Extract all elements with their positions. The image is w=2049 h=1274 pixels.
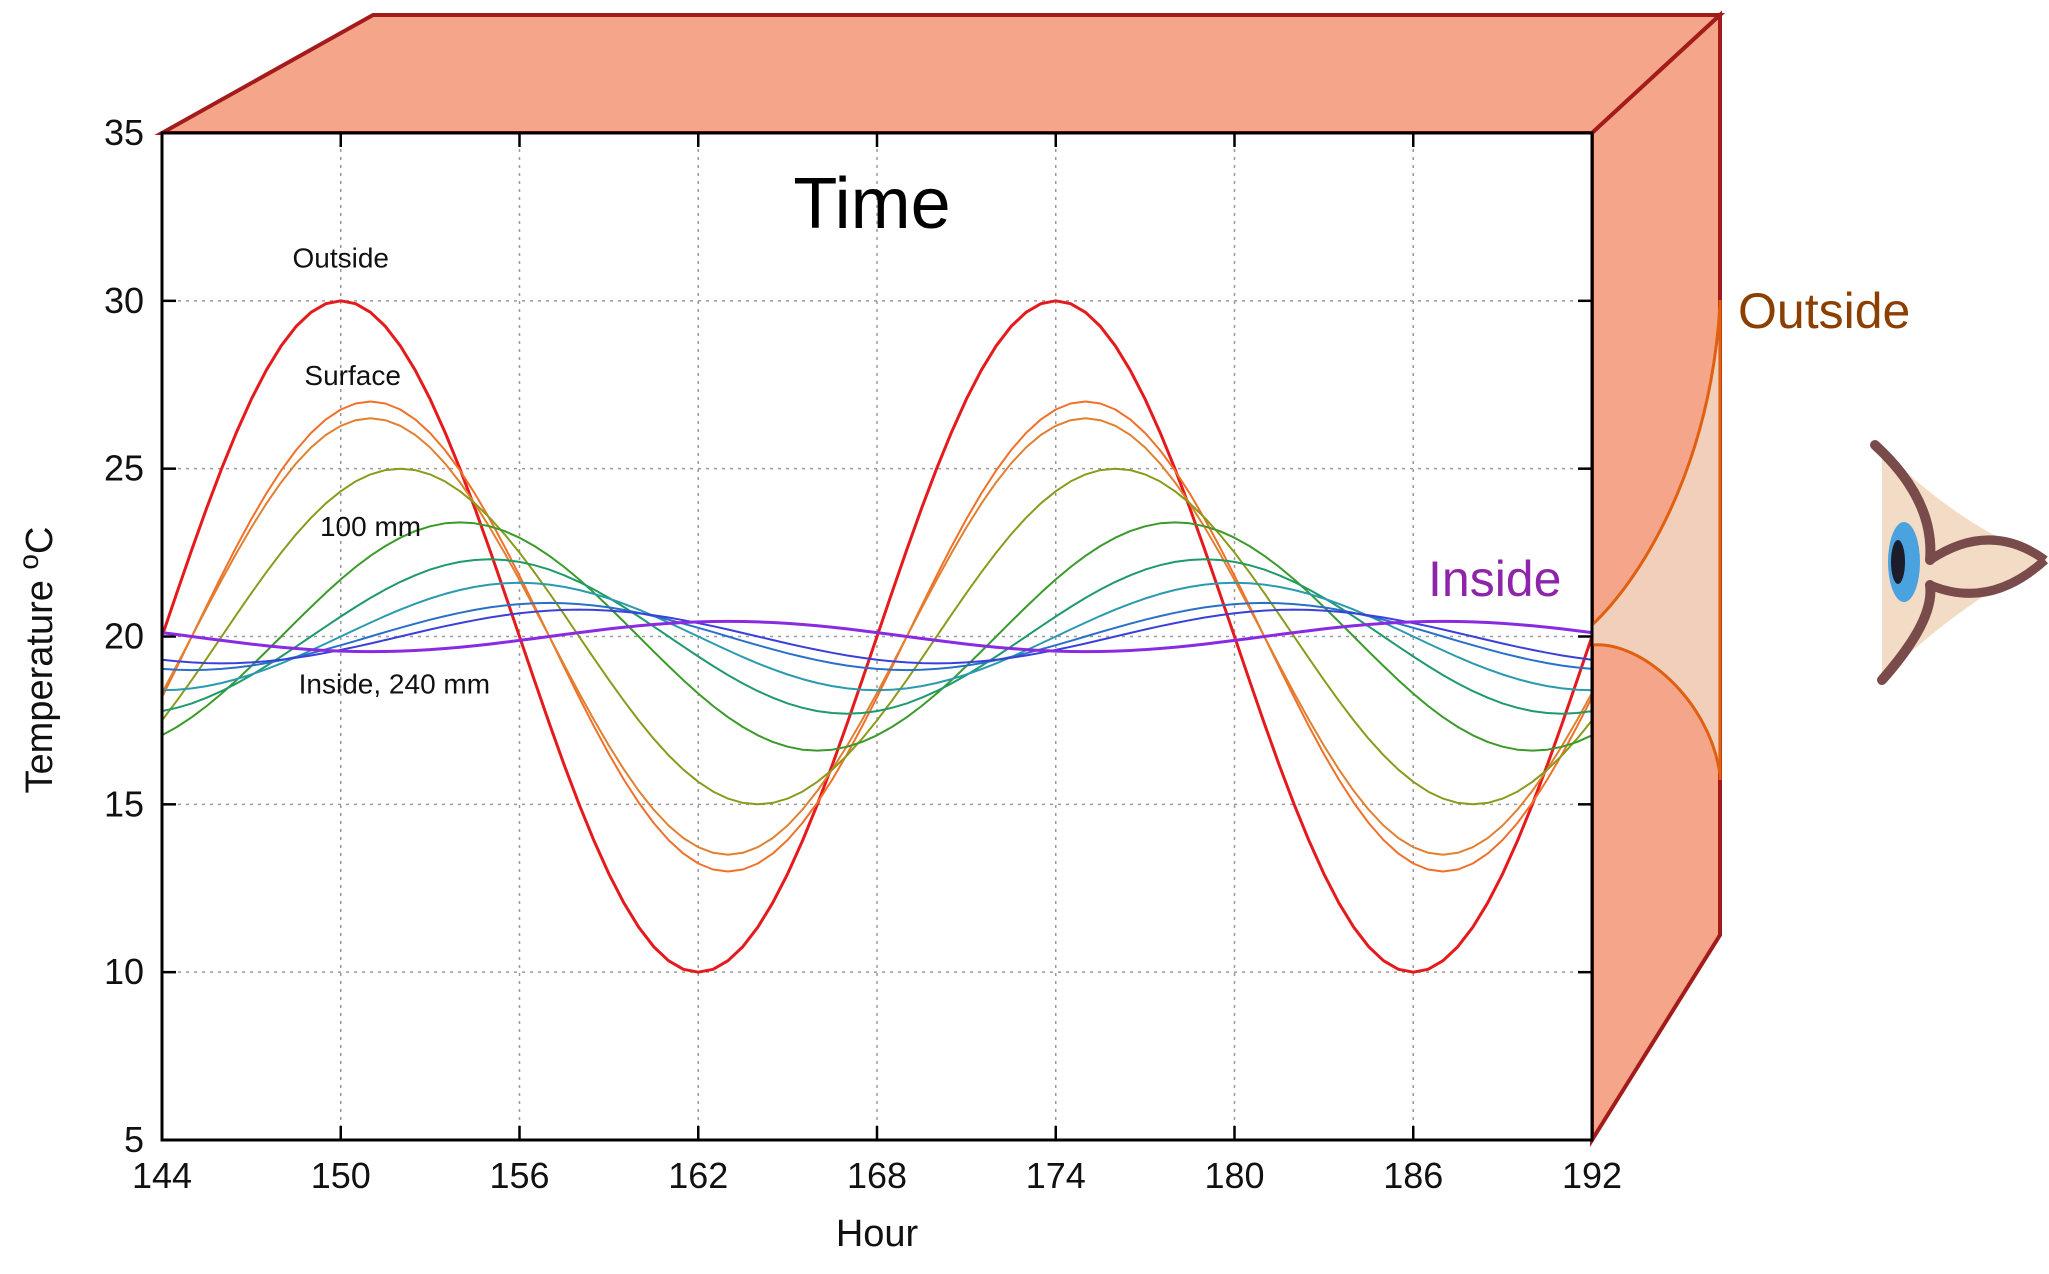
x-tick-label: 156 <box>489 1155 549 1196</box>
inside-label: Inside <box>1428 551 1561 607</box>
x-tick-label: 150 <box>311 1155 371 1196</box>
x-tick-label: 168 <box>847 1155 907 1196</box>
series-line-1 <box>160 299 1594 974</box>
wall-top-face <box>154 13 1726 135</box>
annotations: Outside Surface 100 mm Inside, 240 mm <box>293 242 491 699</box>
y-tick-label: 5 <box>124 1119 144 1160</box>
x-tick-label: 144 <box>132 1155 192 1196</box>
x-tick-label: 174 <box>1026 1155 1086 1196</box>
y-axis-title-superscript: o <box>13 554 44 570</box>
series-line-6 <box>161 558 1593 715</box>
x-tick-label: 180 <box>1204 1155 1264 1196</box>
y-tick-label: 25 <box>104 448 144 489</box>
y-axis-title-text: Temperature <box>19 580 61 793</box>
y-tick-label: 20 <box>104 616 144 657</box>
series-annotation: 100 mm <box>320 511 421 542</box>
series-line-3 <box>161 417 1593 856</box>
eye-icon <box>1870 440 2049 685</box>
series-line-10 <box>161 619 1593 654</box>
x-tick-label: 162 <box>668 1155 728 1196</box>
series-line-9 <box>161 608 1593 665</box>
series-annotation: Inside, 240 mm <box>299 669 490 700</box>
axis-ticks: 144 150 156 162 168 174 180 186 192 5 10 15 20 25 30 35 <box>104 112 1622 1196</box>
plot-frame <box>160 131 1594 1142</box>
wall-profile-lower-curve <box>1591 643 1722 776</box>
series-line-4 <box>161 467 1593 806</box>
series-line-2 <box>161 400 1593 873</box>
series-line-5 <box>161 521 1593 752</box>
y-axis-title-space <box>19 570 61 581</box>
y-axis-title: Temperature oC <box>13 527 61 794</box>
y-tick-label: 10 <box>104 951 144 992</box>
series-group <box>160 299 1594 974</box>
series-annotation: Surface <box>304 360 401 391</box>
series-annotation: Outside <box>293 242 390 273</box>
y-tick-label: 30 <box>104 280 144 321</box>
y-axis-title-unit: C <box>19 527 61 554</box>
chart-title: Time <box>793 164 950 244</box>
y-tick-label: 15 <box>104 783 144 824</box>
x-axis-title: Hour <box>836 1213 919 1255</box>
series-line-7 <box>161 581 1593 692</box>
wall-profile-upper-curve <box>1590 304 1722 627</box>
y-tick-label: 35 <box>104 112 144 153</box>
x-tick-label: 186 <box>1383 1155 1443 1196</box>
x-tick-label: 192 <box>1562 1155 1622 1196</box>
outside-label: Outside <box>1738 283 1910 339</box>
